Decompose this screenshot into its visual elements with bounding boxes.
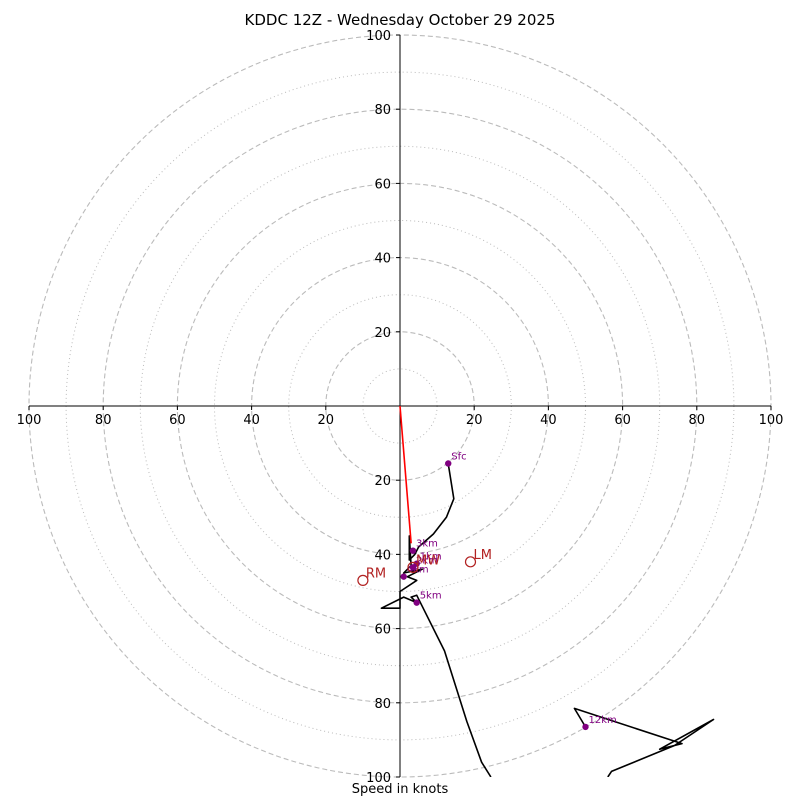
hodograph-traces — [380, 463, 715, 777]
x-tick-label: 20 — [318, 413, 335, 428]
hodograph-trace-upper — [573, 707, 715, 777]
height-marker-label: 5km — [420, 591, 442, 602]
storm-motion-label: RM — [366, 566, 386, 581]
y-tick-label: 100 — [366, 29, 391, 44]
height-marker-label: 2km — [416, 555, 438, 566]
height-marker-label: Sfc — [451, 452, 466, 463]
x-tick-label: 100 — [17, 413, 42, 428]
height-marker-dot — [413, 599, 420, 606]
chart-title: KDDC 12Z - Wednesday October 29 2025 — [244, 11, 556, 29]
storm-motion-marker — [407, 561, 419, 573]
y-tick-label: 60 — [374, 623, 391, 638]
storm-motion-label: MW — [416, 553, 440, 568]
storm-motion-marker — [464, 556, 477, 568]
height-marker-label: 12km — [589, 715, 617, 726]
height-marker-dot — [445, 460, 452, 467]
y-tick-label: 20 — [374, 474, 391, 489]
storm-motion-vector — [399, 405, 412, 544]
y-tick-label: 60 — [374, 177, 391, 192]
y-tick-label: 40 — [374, 548, 391, 563]
x-axis-label: Speed in knots — [351, 782, 449, 797]
x-tick-label: 40 — [540, 413, 557, 428]
height-marker-dot — [582, 723, 589, 731]
height-marker-dot — [400, 573, 407, 580]
height-marker-dot — [409, 564, 417, 571]
y-tick-label: 40 — [374, 252, 391, 267]
x-tick-label: 80 — [95, 413, 112, 428]
x-tick-label: 60 — [614, 413, 631, 428]
x-tick-label: 80 — [689, 413, 706, 428]
storm-motion-label: LM — [473, 548, 491, 563]
y-tick-label: 80 — [374, 103, 391, 118]
height-marker-dot — [409, 547, 417, 554]
y-tick-label: 100 — [366, 771, 391, 786]
storm-motion-marker — [357, 574, 369, 586]
y-tick-label: 80 — [374, 697, 391, 712]
height-marker-label: 1km — [420, 552, 442, 563]
x-tick-label: 20 — [466, 413, 483, 428]
storm-motion-markers: LM MW RM — [357, 548, 492, 586]
hodograph-trace-lower — [380, 463, 492, 777]
storm-motion-vector-group — [399, 405, 412, 544]
height-marker-label: 3km — [416, 539, 438, 550]
x-tick-label: 60 — [169, 413, 186, 428]
tick-labels: 100 80 60 40 20 20 40 60 80 100 100 80 60 40 20 20 40 60 8… — [17, 29, 784, 786]
x-tick-label: 40 — [243, 413, 260, 428]
y-tick-label: 20 — [374, 326, 391, 341]
x-tick-label: 100 — [759, 413, 784, 428]
